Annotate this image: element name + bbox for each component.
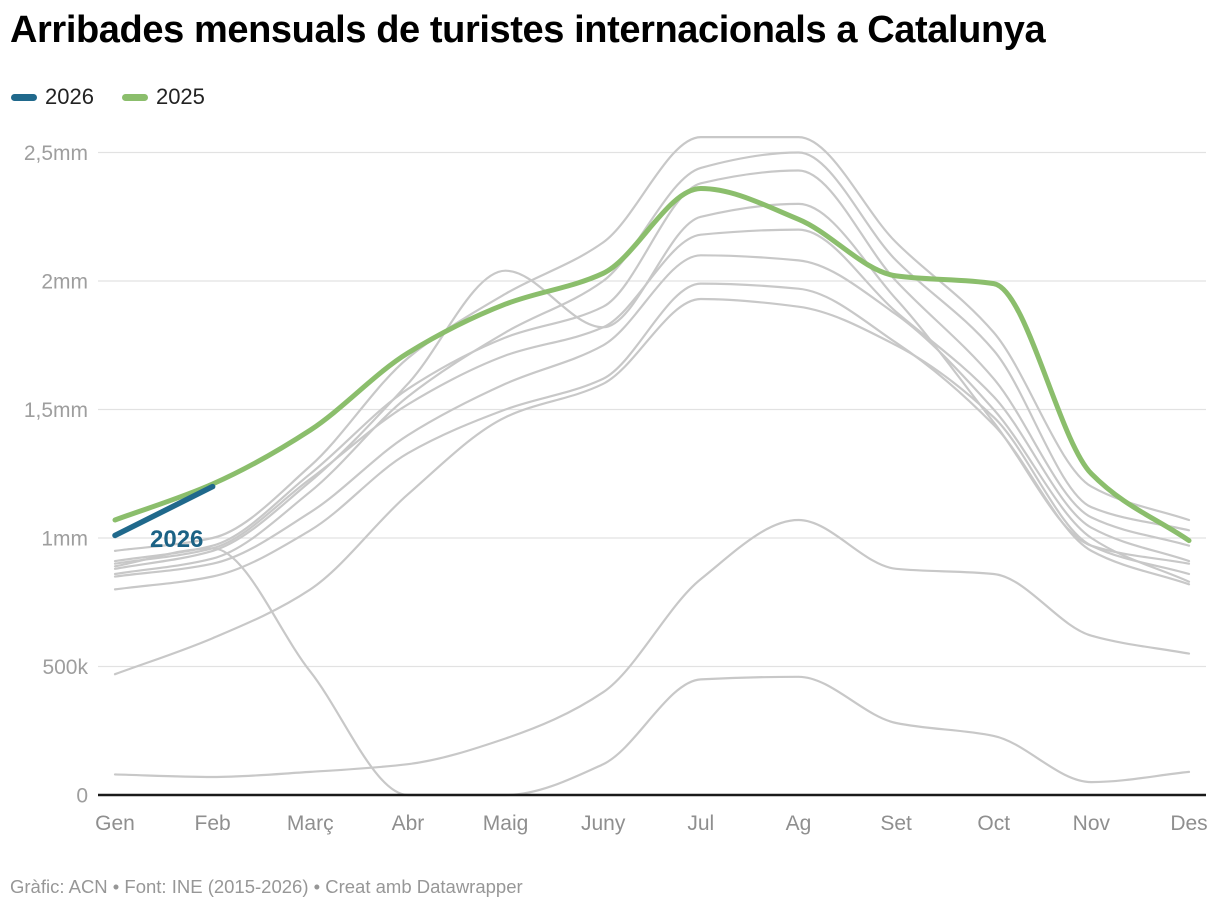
y-axis-tick-label: 2mm (41, 271, 88, 294)
series-line-2021 (113, 518, 1191, 779)
series-line-2024 (113, 135, 1191, 552)
x-axis-tick-label-Juny: Juny (581, 812, 626, 835)
y-axis-tick-label: 1mm (41, 528, 88, 551)
series-line-2018 (113, 228, 1191, 565)
series-line-2016 (113, 254, 1191, 583)
y-axis-tick-label: 0 (76, 785, 88, 808)
x-axis-tick-label-Ag: Ag (786, 812, 812, 835)
series-line-2019 (113, 169, 1191, 563)
x-axis-tick-label-Gen: Gen (95, 812, 135, 835)
legend-swatch-2026 (11, 93, 37, 101)
x-axis-tick-label-Feb: Feb (195, 812, 231, 835)
x-axis-tick-label-Set: Set (880, 812, 912, 835)
series-line-2025 (112, 186, 1192, 544)
legend-swatch-2025 (121, 93, 148, 101)
page-title: Arribades mensuals de turistes internaci… (10, 9, 1046, 51)
y-axis-tick-label: 2,5mm (24, 142, 88, 165)
chart-legend: 2026 2025 (11, 84, 205, 110)
x-axis-tick-label-Abr: Abr (392, 812, 425, 835)
legend-item-2026: 2026 (11, 84, 94, 110)
y-axis-tick-label: 1,5mm (24, 399, 88, 422)
legend-label-2025: 2025 (155, 84, 205, 109)
annotation-label-2026: 2026 (150, 526, 203, 553)
series-line-2020 (113, 547, 1191, 797)
footer-credit: Gràfic: ACN • Font: INE (2015-2026) • Cr… (10, 876, 523, 897)
legend-label-2026: 2026 (45, 84, 94, 109)
x-axis-tick-label-Març: Març (287, 812, 334, 835)
series-line-2023 (113, 151, 1191, 576)
legend-item-2025: 2025 (121, 84, 205, 110)
x-axis-tick-label-Maig: Maig (483, 812, 529, 835)
x-axis-tick-label-Oct: Oct (977, 812, 1010, 835)
series-line-2026 (112, 483, 216, 539)
y-axis-tick-label: 500k (42, 656, 88, 679)
series-line-2022 (113, 297, 1191, 676)
x-axis-tick-label-Jul: Jul (687, 812, 714, 835)
x-axis-tick-label-Des: Des (1170, 812, 1207, 835)
x-axis-tick-label-Nov: Nov (1073, 812, 1111, 835)
series-line-2017 (113, 202, 1191, 570)
